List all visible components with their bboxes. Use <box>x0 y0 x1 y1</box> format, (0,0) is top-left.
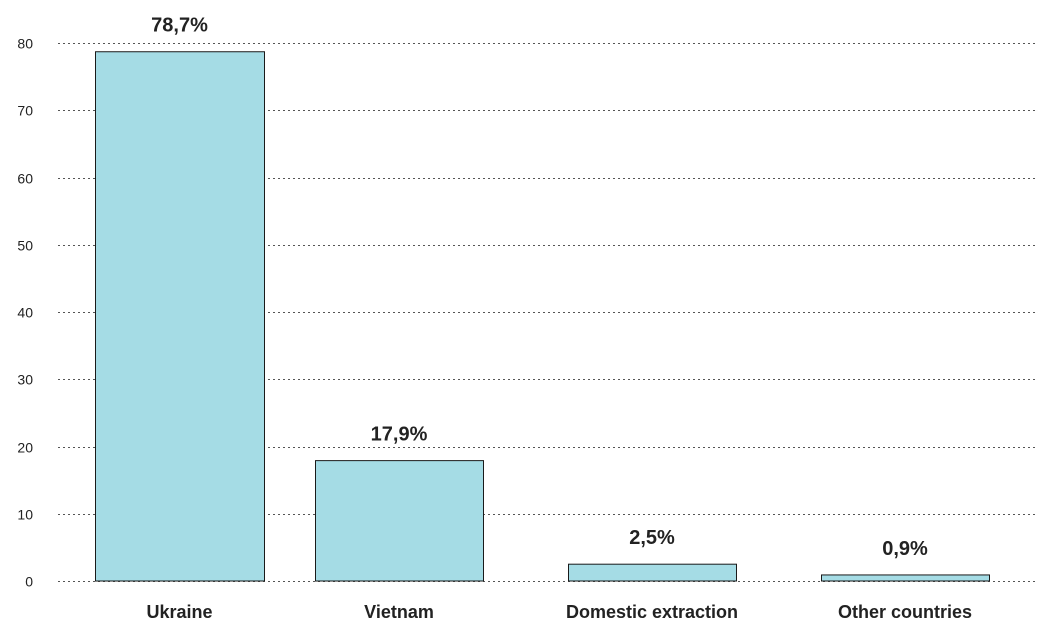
bar-value-label: 17,9% <box>371 424 428 446</box>
y-tick-label: 50 <box>17 238 33 254</box>
y-tick-label: 70 <box>17 103 33 119</box>
y-tick-label: 30 <box>17 372 33 388</box>
y-tick-label: 80 <box>17 36 33 52</box>
bar-vietnam <box>315 460 484 582</box>
y-tick-label: 60 <box>17 171 33 187</box>
bar-value-label: 2,5% <box>629 527 675 549</box>
bar-value-label: 78,7% <box>151 15 208 37</box>
bar-value-labels: 78,7% 17,9% 2,5% 0,9% <box>151 15 928 560</box>
x-tick-label: Domestic extraction <box>566 602 738 622</box>
x-tick-label: Ukraine <box>146 602 212 622</box>
x-tick-label: Other countries <box>838 602 972 622</box>
y-axis: 0 10 20 30 40 50 60 70 80 <box>17 36 33 590</box>
x-axis: Ukraine Vietnam Domestic extraction Other c… <box>146 602 972 622</box>
bar-domestic-extraction <box>568 563 737 582</box>
y-tick-label: 10 <box>17 507 33 523</box>
y-tick-label: 20 <box>17 440 33 456</box>
bar-ukraine <box>95 51 265 582</box>
x-tick-label: Vietnam <box>364 602 434 622</box>
bar-value-label: 0,9% <box>882 538 928 560</box>
y-tick-label: 40 <box>17 305 33 321</box>
bars <box>95 51 990 582</box>
y-tick-label: 0 <box>25 574 33 590</box>
bar-other-countries <box>821 574 990 582</box>
